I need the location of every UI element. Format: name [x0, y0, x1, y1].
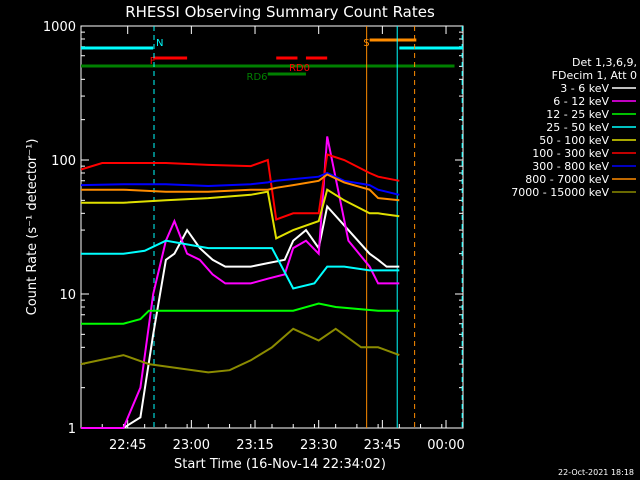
legend-label: 7000 - 15000 keV — [511, 186, 609, 199]
x-tick-label: 22:45 — [109, 438, 146, 453]
x-tick-label: 23:45 — [364, 438, 401, 453]
flag-label-rd0: RD0 — [289, 63, 310, 74]
legend-label: 100 - 300 keV — [532, 147, 609, 160]
flag-label-n: N — [156, 38, 163, 49]
flag-layer: NFRD0RD6S — [81, 26, 463, 428]
legend-label: 800 - 7000 keV — [525, 173, 609, 186]
x-tick-label: 23:00 — [173, 438, 210, 453]
x-tick-label: 00:00 — [427, 438, 464, 453]
legend-label: 25 - 50 keV — [546, 121, 609, 134]
legend-header: FDecim 1, Att 0 — [552, 69, 637, 82]
series-line — [80, 327, 400, 374]
y-axis-label: Count Rate (s⁻¹ detector⁻¹) — [25, 139, 40, 316]
legend-label: 12 - 25 keV — [546, 108, 609, 121]
footer-timestamp: 22-Oct-2021 18:18 — [558, 468, 634, 477]
series-line — [80, 153, 400, 221]
y-tick-label: 1000 — [43, 20, 76, 35]
y-tick-label: 100 — [51, 154, 76, 169]
series-line — [81, 302, 400, 325]
series-line — [80, 171, 400, 196]
axis-ticks: 22:45 23:00 23:15 23:30 23:45 00:00 1 10 100 1000 — [43, 20, 465, 453]
x-tick-label: 23:30 — [300, 438, 337, 453]
flag-label-rd6: RD6 — [247, 72, 268, 83]
legend-label: 300 - 800 keV — [532, 160, 609, 173]
chart-title: RHESSI Observing Summary Count Rates — [125, 3, 435, 21]
legend-header: Det 1,3,6,9, — [572, 56, 637, 69]
series-layer — [80, 136, 400, 429]
series-line — [81, 173, 400, 202]
flag-label-f: F — [150, 56, 156, 67]
x-tick-label: 23:15 — [236, 438, 273, 453]
series-line — [81, 204, 400, 429]
y-tick-label: 10 — [59, 288, 76, 303]
legend-label: 3 - 6 keV — [560, 82, 609, 95]
y-tick-label: 1 — [68, 422, 76, 437]
legend-label: 50 - 100 keV — [539, 134, 609, 147]
series-line — [81, 188, 400, 240]
legend-label: 6 - 12 keV — [553, 95, 609, 108]
series-line — [81, 136, 400, 429]
x-axis-label: Start Time (16-Nov-14 22:34:02) — [174, 457, 386, 472]
series-line — [81, 239, 400, 290]
